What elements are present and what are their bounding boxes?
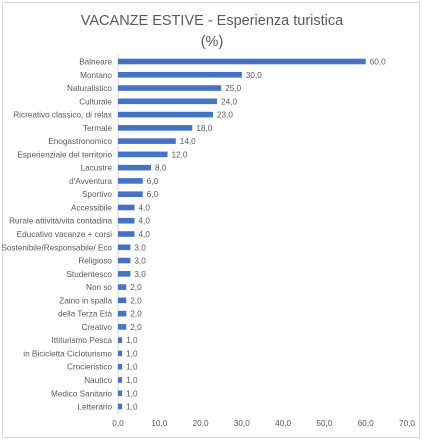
category-label: della Terza Età	[58, 310, 112, 319]
bar	[118, 350, 123, 357]
data-label: 3,0	[134, 270, 146, 279]
x-tick-label: 50,0	[316, 419, 332, 428]
data-label: 1,0	[126, 376, 138, 385]
category-label: Nautico	[84, 376, 112, 385]
bar	[118, 377, 123, 383]
category-label: Creativo	[82, 323, 113, 332]
category-label: Ittiturismo Pesca	[51, 336, 112, 345]
data-label: 3,0	[134, 257, 146, 266]
x-tick-label: 0,0	[112, 419, 124, 428]
data-label: 4,0	[139, 217, 151, 226]
data-label: 1,0	[126, 389, 138, 398]
bar	[118, 138, 176, 144]
category-label: Ricreativo classico, di relax	[13, 111, 112, 120]
data-label: 2,0	[130, 323, 142, 332]
bar	[118, 363, 123, 370]
bar	[118, 324, 127, 330]
data-label: 6,0	[147, 190, 159, 199]
category-label: Termale	[83, 124, 113, 133]
category-label: Enogastronomico	[48, 137, 112, 146]
bar	[118, 310, 127, 317]
data-label: 6,0	[147, 177, 159, 186]
category-label: Zaino in spalla	[59, 296, 112, 305]
data-label: 2,0	[130, 296, 142, 305]
category-label: Culturale	[79, 97, 112, 106]
x-tick-label: 70,0	[399, 419, 415, 428]
bar	[118, 284, 127, 290]
data-label: 18,0	[196, 124, 212, 133]
category-label: Religioso	[78, 257, 112, 266]
data-label: 23,0	[217, 111, 233, 120]
category-label: Educativo vacanze + corsi	[17, 230, 113, 239]
category-label: Sportivo	[82, 190, 112, 199]
bar	[118, 271, 131, 277]
data-label: 2,0	[130, 310, 142, 319]
category-label: Rurale attività/vita contadina	[9, 217, 112, 226]
category-label: Letterario	[77, 403, 112, 412]
category-label: Medico Sanitario	[51, 389, 112, 398]
category-label: Studentesco	[66, 270, 112, 279]
data-label: 14,0	[180, 137, 196, 146]
data-label: 30,0	[246, 71, 262, 80]
data-label: 3,0	[134, 243, 146, 252]
chart-subtitle: (%)	[200, 34, 224, 50]
data-label: 24,0	[221, 97, 237, 106]
chart-title: VACANZE ESTIVE - Esperienza turistica	[80, 13, 344, 29]
bar	[118, 217, 135, 224]
data-label: 2,0	[130, 283, 142, 292]
bar	[118, 231, 135, 237]
bar	[118, 125, 193, 131]
category-label: Crocieristico	[67, 363, 112, 372]
data-label: 4,0	[139, 203, 151, 212]
x-tick-label: 10,0	[151, 419, 167, 428]
category-label: Balneare	[79, 58, 112, 67]
category-label: Esperienziale del territorio	[17, 150, 112, 159]
data-label: 1,0	[126, 363, 138, 372]
category-label: Non so	[86, 283, 112, 292]
x-tick-label: 20,0	[193, 419, 209, 428]
x-tick-label: 60,0	[358, 419, 374, 428]
data-label: 8,0	[155, 164, 167, 173]
bar	[118, 71, 242, 78]
category-label: in Bicicletta Cicloturismo	[23, 349, 112, 358]
bar	[118, 337, 123, 343]
data-label: 1,0	[126, 336, 138, 345]
x-tick-label: 40,0	[275, 419, 291, 428]
data-label: 60,0	[370, 58, 386, 67]
bar	[118, 257, 131, 264]
bar	[118, 111, 213, 118]
category-label: Lacustre	[81, 164, 113, 173]
data-label: 12,0	[172, 150, 188, 159]
data-label: 1,0	[126, 349, 138, 358]
bar	[118, 390, 123, 397]
bar	[118, 244, 131, 251]
bar	[118, 204, 135, 211]
bar	[118, 98, 218, 105]
bar	[118, 403, 123, 410]
category-label: d'Avventura	[69, 177, 112, 186]
x-tick-label: 30,0	[234, 419, 250, 428]
bar	[118, 151, 168, 158]
data-label: 4,0	[139, 230, 151, 239]
bar	[118, 85, 222, 91]
category-label: Naturalistico	[67, 84, 112, 93]
category-label: Accessibile	[71, 203, 112, 212]
bar	[118, 191, 143, 197]
data-label: 25,0	[225, 84, 241, 93]
category-label: Montano	[80, 71, 112, 80]
bar	[118, 164, 152, 171]
bar	[118, 178, 143, 184]
bar	[118, 58, 366, 65]
category-label: Sostenibile/Responsabile/ Eco	[1, 243, 112, 252]
bar	[118, 297, 127, 304]
data-label: 1,0	[126, 403, 138, 412]
